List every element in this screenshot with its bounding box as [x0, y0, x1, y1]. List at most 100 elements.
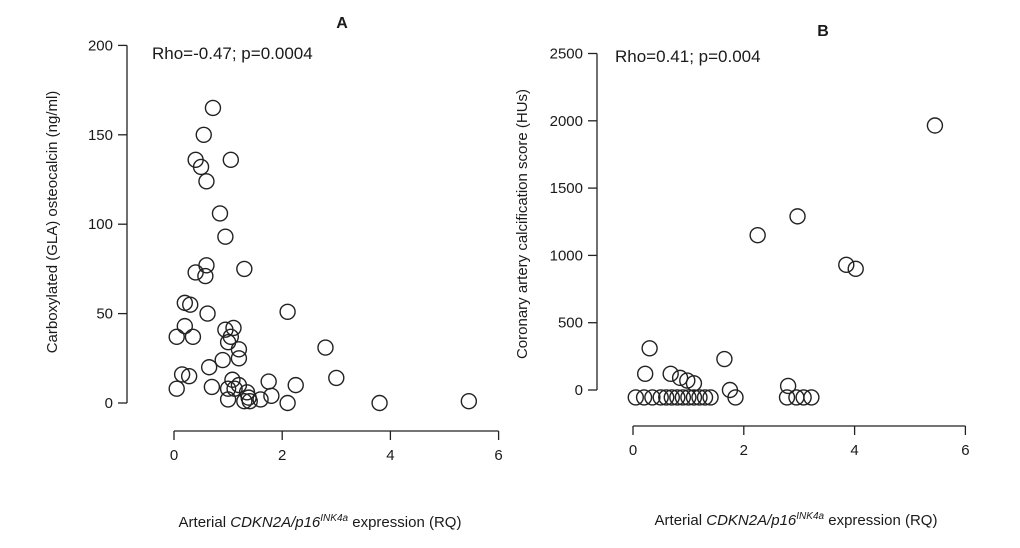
panel-a-data-point: [214, 351, 231, 369]
panel-a-data-point: [317, 339, 334, 356]
panel-a-x-axis-title: Arterial CDKN2A/p16INK4a expression (RQ): [179, 513, 462, 531]
panel-a-data-point: [176, 317, 194, 335]
panel-b-y-tick-label: 2500: [550, 46, 583, 63]
panel-b-data-point: [685, 375, 703, 392]
panel-a-points: [168, 99, 478, 412]
panel-a-data-point: [252, 391, 269, 408]
panel-a: A Rho=-0.47; p=0.0004 Carboxylated (GLA)…: [44, 15, 503, 531]
panel-b-data-point: [691, 389, 708, 406]
panel-a-data-point: [211, 205, 229, 222]
panel-b-data-point: [635, 389, 653, 406]
panel-a-data-point: [187, 264, 204, 281]
panel-a-title: A: [336, 15, 348, 32]
panel-b-data-point: [847, 260, 864, 278]
panel-a-y-tick-label: 0: [105, 395, 113, 412]
panel-a-data-point: [180, 367, 198, 385]
panel-b-data-point: [658, 389, 675, 406]
panel-a-data-point: [460, 393, 478, 410]
panel-a-data-point: [184, 328, 202, 346]
panel-b-x-tick-label: 6: [961, 442, 969, 459]
panel-a-y-tick-label: 50: [96, 306, 113, 323]
panel-b-points: [627, 117, 944, 406]
panel-b-data-point: [679, 372, 696, 389]
panel-a-data-point: [197, 267, 214, 285]
panel-b-data-point: [795, 389, 812, 406]
panel-a-y-tick-label: 150: [88, 127, 113, 144]
panel-a-y-tick-label: 200: [88, 37, 113, 54]
panel-a-data-point: [182, 296, 199, 313]
panel-a-x-tick-label: 4: [386, 447, 394, 464]
panel-b-x-tick-label: 2: [740, 442, 748, 459]
panel-a-data-point: [199, 305, 216, 322]
panel-a-data-point: [195, 126, 212, 144]
panel-a-data-point: [219, 380, 237, 397]
panel-b-y-tick-label: 1000: [550, 247, 583, 264]
panel-b-data-point: [680, 389, 697, 406]
panel-a-data-point: [204, 99, 222, 117]
panel-b-data-point: [749, 227, 766, 244]
panel-b-data-point: [716, 350, 733, 368]
panel-a-data-point: [168, 380, 185, 397]
panel-a-data-point: [192, 158, 210, 176]
panel-b-data-point: [838, 256, 855, 274]
panel-a-data-point: [236, 393, 253, 410]
panel-a-data-point: [279, 394, 296, 412]
panel-a-data-point: [287, 376, 304, 394]
panel-b-y-axis-title: Coronary artery calcification score (HUs…: [514, 89, 531, 359]
panel-b-data-point: [671, 369, 689, 387]
panel-b-data-point: [627, 389, 644, 406]
panel-b-data-point: [702, 389, 719, 406]
panel-b-x-tick-label: 4: [850, 442, 858, 459]
panel-b-axes: 0 500 1000 1500 2000 2500 0 2 4 6: [550, 46, 970, 460]
panel-b-data-point: [803, 389, 820, 406]
panel-a-x-tick-label: 6: [494, 447, 502, 464]
panel-a-data-point: [219, 334, 237, 351]
panel-a-data-point: [260, 373, 277, 390]
panel-a-data-point: [168, 328, 185, 346]
panel-b-data-point: [669, 389, 686, 406]
panel-b-data-point: [779, 377, 797, 395]
panel-a-data-point: [328, 369, 345, 387]
panel-b-y-tick-label: 500: [558, 315, 583, 332]
panel-a-data-point: [279, 303, 296, 321]
panel-a-data-point: [224, 371, 241, 388]
panel-b: B Rho=0.41; p=0.004 Coronary artery calc…: [514, 23, 970, 529]
panel-a-data-point: [219, 391, 237, 408]
panel-b-data-point: [663, 389, 680, 406]
panel-a-data-point: [263, 387, 280, 405]
panel-b-x-tick-label: 0: [629, 442, 637, 459]
panel-a-data-point: [225, 319, 242, 337]
panel-a-x-tick-label: 0: [170, 447, 178, 464]
panel-a-data-point: [230, 341, 248, 358]
panel-a-y-tick-label: 100: [88, 216, 113, 233]
panel-a-data-point: [173, 366, 191, 383]
panel-b-title: B: [817, 23, 829, 40]
panel-b-data-point: [696, 389, 714, 406]
panel-b-data-point: [662, 365, 679, 383]
panel-b-x-axis-title: Arterial CDKN2A/p16INK4a expression (RQ): [655, 511, 938, 529]
panel-a-axes: 0 50 100 150 200 0 2 4 6: [88, 37, 503, 464]
panel-a-data-point: [200, 359, 218, 376]
panel-b-data-point: [644, 389, 661, 406]
panel-b-annotation: Rho=0.41; p=0.004: [615, 47, 761, 66]
panel-a-data-point: [217, 228, 234, 245]
panel-a-annotation: Rho=-0.47; p=0.0004: [152, 44, 313, 63]
panel-b-data-point: [926, 117, 944, 134]
panel-a-data-point: [241, 393, 258, 410]
panel-b-data-point: [674, 389, 692, 406]
panel-b-data-point: [727, 389, 744, 406]
panel-b-data-point: [789, 208, 806, 225]
panel-b-data-point: [641, 340, 658, 357]
panel-b-data-point: [778, 389, 796, 406]
panel-a-data-point: [236, 260, 253, 278]
panel-a-data-point: [222, 151, 240, 169]
panel-a-data-point: [230, 350, 248, 367]
panel-a-data-point: [203, 378, 221, 396]
panel-a-x-tick-label: 2: [278, 447, 286, 464]
panel-b-y-tick-label: 0: [575, 382, 583, 399]
panel-a-y-axis-title: Carboxylated (GLA) osteocalcin (ng/ml): [44, 91, 61, 354]
panel-b-y-tick-label: 2000: [550, 113, 583, 130]
panel-a-data-point: [371, 394, 388, 412]
panel-b-data-point: [685, 389, 703, 406]
